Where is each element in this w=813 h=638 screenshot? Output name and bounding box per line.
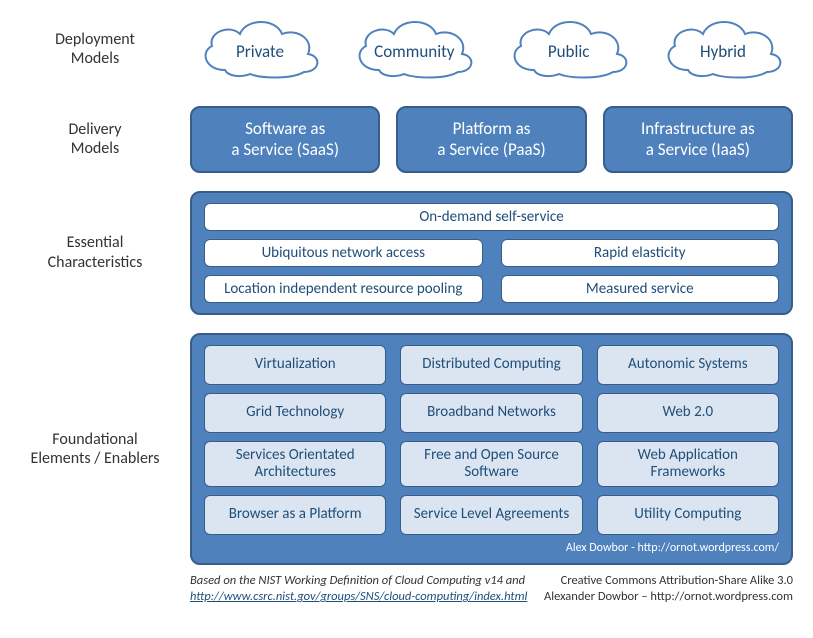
foundational-grid: Virtualization Grid Technology Services … (204, 345, 779, 536)
found-item: Distributed Computing (400, 345, 582, 385)
footer-right: Creative Commons Attribution-Share Alike… (544, 573, 793, 606)
cloud-hybrid: Hybrid (653, 10, 793, 88)
footer-text: Based on the NIST Working Definition of … (190, 573, 525, 588)
delivery-text: a Service (IaaS) (611, 139, 785, 160)
found-item: Utility Computing (597, 495, 779, 535)
characteristics-panel: On-demand self-service Ubiquitous networ… (190, 191, 793, 315)
footer-link[interactable]: http://www.csrc.nist.gov/groups/SNS/clou… (190, 589, 527, 604)
found-col-2: Distributed Computing Broadband Networks… (400, 345, 582, 536)
found-item: Free and Open Source Software (400, 441, 582, 488)
footer: Based on the NIST Working Definition of … (190, 573, 793, 606)
cloud-public: Public (499, 10, 639, 88)
label-text: Delivery (68, 120, 121, 139)
cloud-label: Public (499, 10, 639, 88)
char-item: Location independent resource pooling (204, 275, 483, 303)
found-item: Service Level Agreements (400, 495, 582, 535)
characteristics-row: Essential Characteristics On-demand self… (10, 191, 793, 315)
footer-text: Alexander Dowbor – http://ornot.wordpres… (544, 589, 793, 604)
found-item: Virtualization (204, 345, 386, 385)
footer-left: Based on the NIST Working Definition of … (190, 573, 527, 606)
foundational-row: Foundational Elements / Enablers Virtual… (10, 333, 793, 566)
char-item: Ubiquitous network access (204, 239, 483, 267)
char-row-2: Ubiquitous network access Rapid elastici… (204, 239, 779, 267)
found-item: Autonomic Systems (597, 345, 779, 385)
label-text: Essential (67, 233, 124, 252)
cloud-community: Community (344, 10, 484, 88)
label-text: Deployment (55, 30, 135, 49)
delivery-label: Delivery Models (10, 120, 190, 158)
found-item: Grid Technology (204, 393, 386, 433)
delivery-text: Platform as (453, 118, 531, 139)
delivery-saas: Software as a Service (SaaS) (190, 106, 380, 173)
label-text: Models (71, 49, 119, 68)
panel-credit: Alex Dowbor - http://ornot.wordpress.com… (204, 541, 779, 555)
found-item: Web Application Frameworks (597, 441, 779, 488)
char-item: On-demand self-service (204, 203, 779, 231)
delivery-text: a Service (PaaS) (404, 139, 578, 160)
deployment-clouds: Private Community Public Hybrid (190, 10, 793, 88)
label-text: Models (71, 139, 119, 158)
delivery-iaas: Infrastructure as a Service (IaaS) (603, 106, 793, 173)
footer-text: Creative Commons Attribution-Share Alike… (561, 573, 793, 588)
deployment-label: Deployment Models (10, 30, 190, 68)
cloud-private: Private (190, 10, 330, 88)
delivery-text: a Service (SaaS) (198, 139, 372, 160)
label-text: Foundational (52, 430, 137, 449)
char-row-1: On-demand self-service (204, 203, 779, 231)
deployment-row: Deployment Models Private Community Publ… (10, 10, 793, 88)
cloud-label: Hybrid (653, 10, 793, 88)
delivery-paas: Platform as a Service (PaaS) (396, 106, 586, 173)
found-item: Web 2.0 (597, 393, 779, 433)
char-item: Rapid elasticity (501, 239, 780, 267)
cloud-label: Private (190, 10, 330, 88)
cloud-label: Community (344, 10, 484, 88)
foundational-label: Foundational Elements / Enablers (10, 430, 190, 468)
found-item: Broadband Networks (400, 393, 582, 433)
label-text: Characteristics (48, 253, 143, 272)
found-col-1: Virtualization Grid Technology Services … (204, 345, 386, 536)
delivery-text: Software as (245, 118, 325, 139)
delivery-boxes: Software as a Service (SaaS) Platform as… (190, 106, 793, 173)
found-col-3: Autonomic Systems Web 2.0 Web Applicatio… (597, 345, 779, 536)
characteristics-label: Essential Characteristics (10, 233, 190, 271)
found-item: Services Orientated Architectures (204, 441, 386, 488)
char-item: Measured service (501, 275, 780, 303)
label-text: Elements / Enablers (31, 449, 160, 468)
delivery-text: Infrastructure as (641, 118, 755, 139)
found-item: Browser as a Platform (204, 495, 386, 535)
delivery-row: Delivery Models Software as a Service (S… (10, 106, 793, 173)
foundational-panel: Virtualization Grid Technology Services … (190, 333, 793, 566)
char-row-3: Location independent resource pooling Me… (204, 275, 779, 303)
